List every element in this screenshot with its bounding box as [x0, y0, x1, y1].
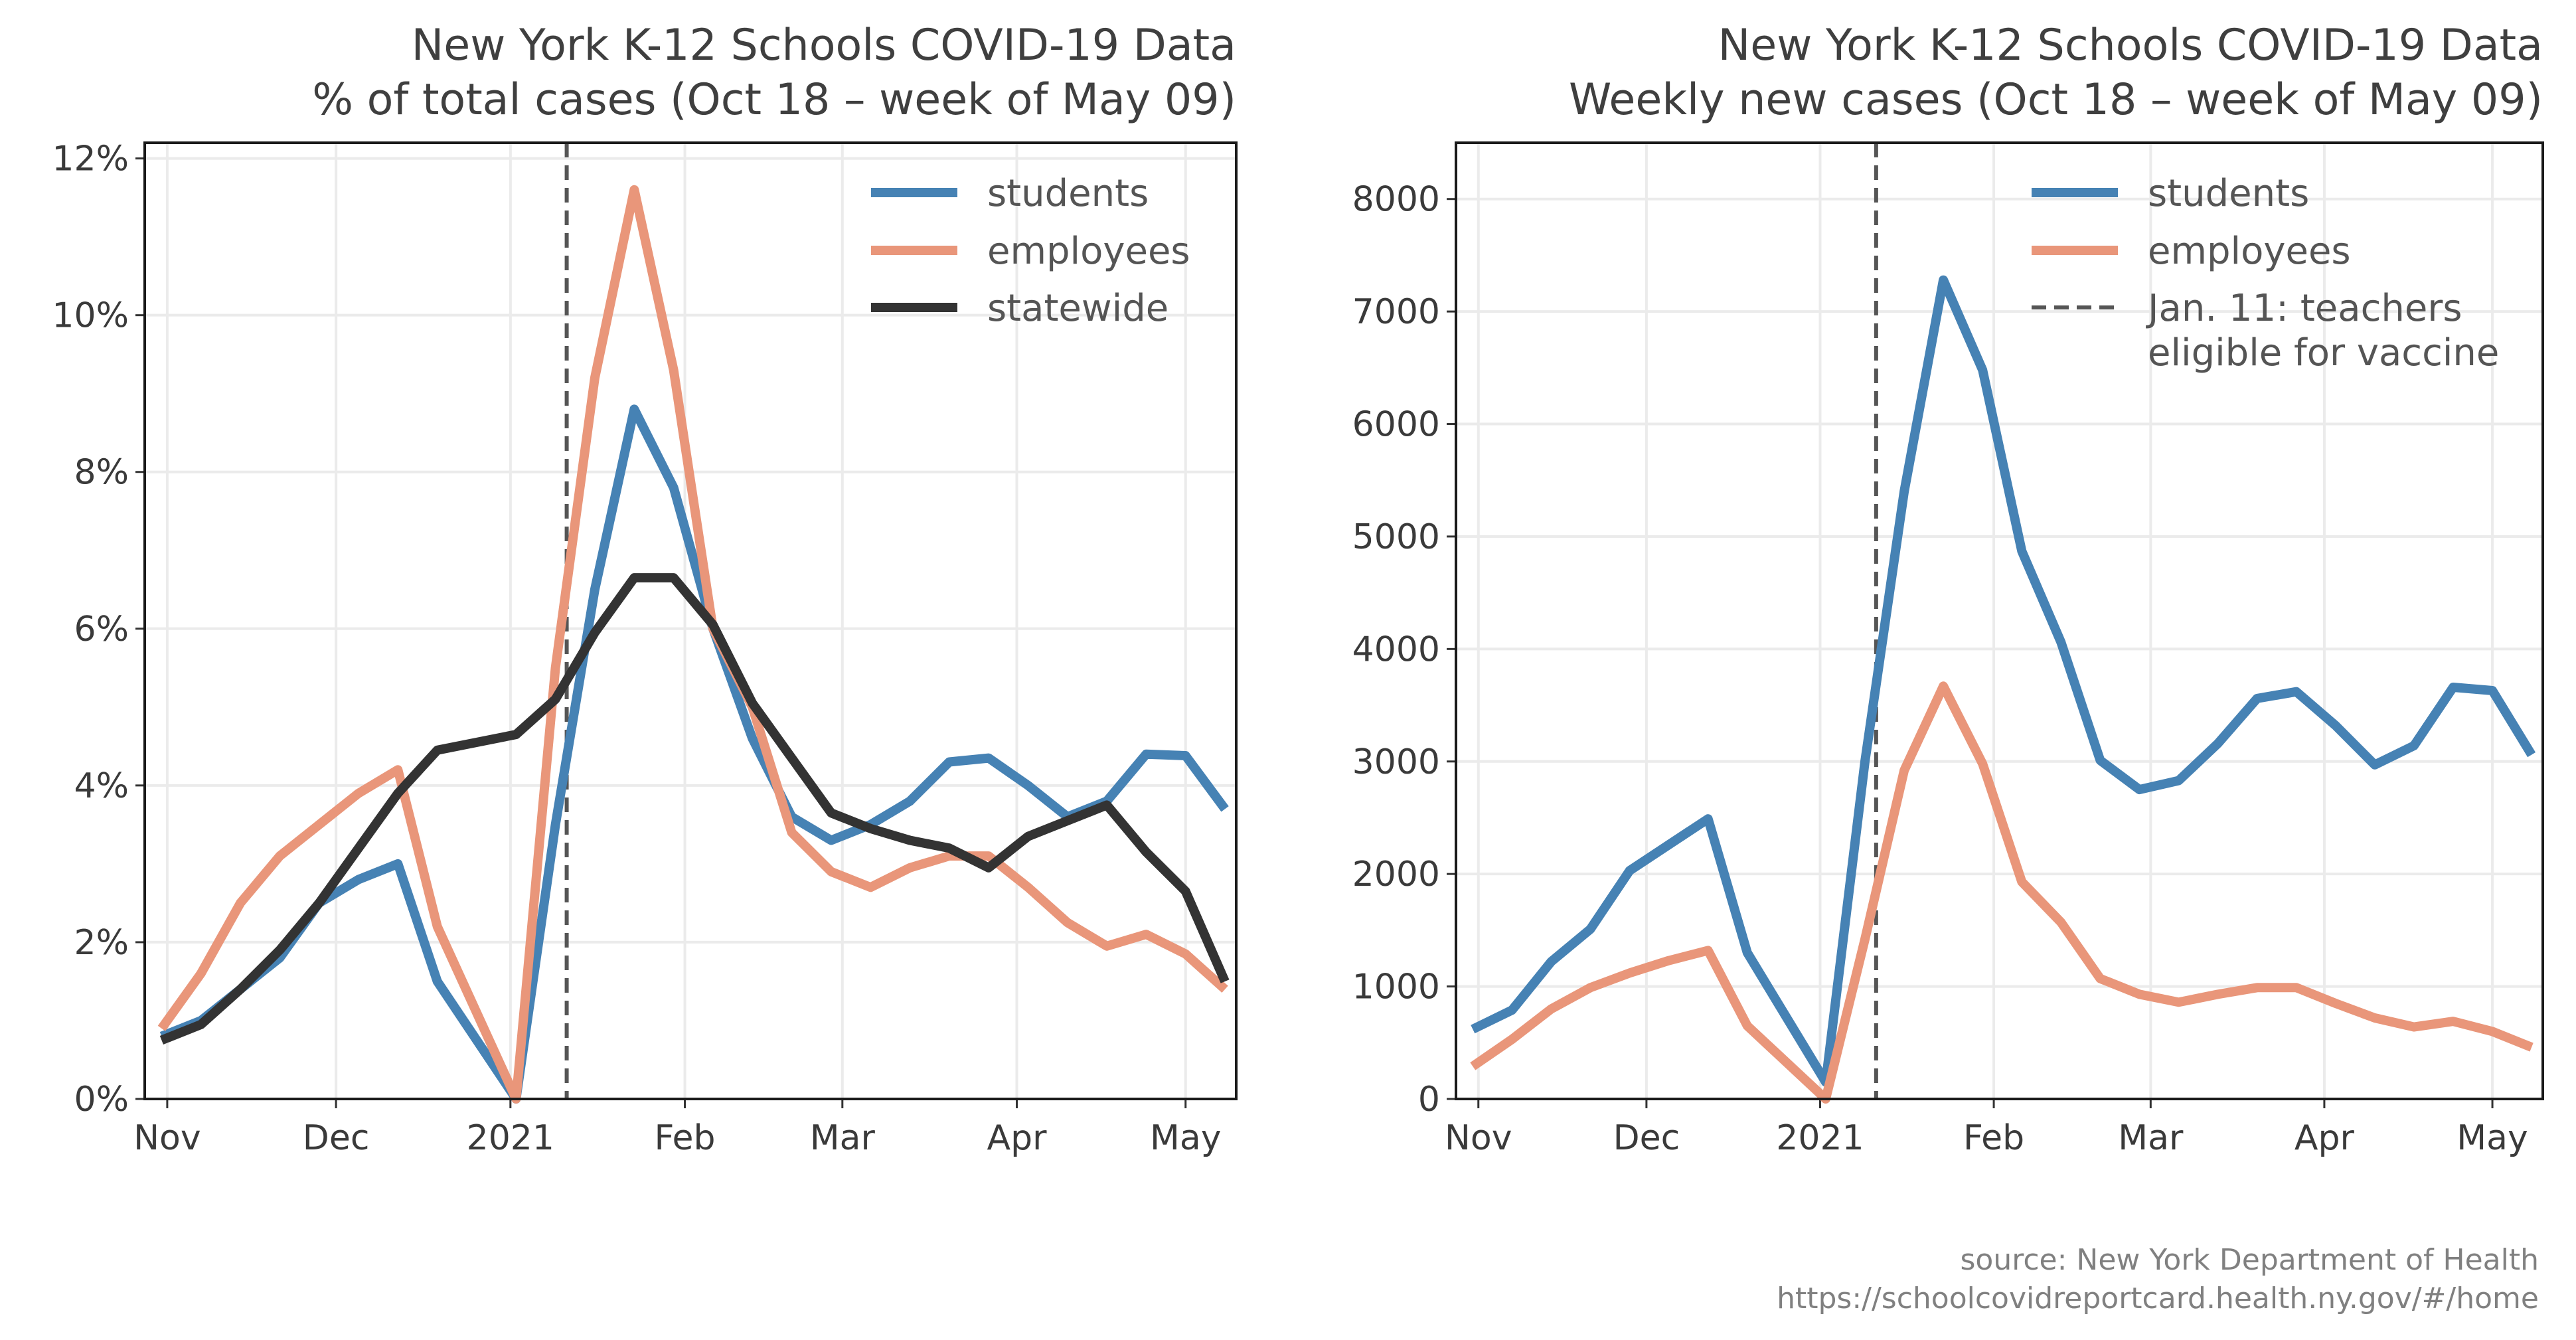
y-tick-label: 2000	[1352, 855, 1440, 894]
legend-label-3: Jan. 11: teachers	[2146, 287, 2462, 330]
y-tick-label: 1000	[1352, 967, 1440, 1007]
x-tick-label: Nov	[133, 1118, 201, 1158]
x-tick-label: Mar	[810, 1118, 876, 1158]
legend-label-2: employees	[2148, 230, 2351, 273]
y-tick-label: 2%	[74, 923, 129, 963]
legend-label-3-line2: eligible for vaccine	[2148, 331, 2499, 375]
y-tick-label: 12%	[52, 139, 129, 179]
chart-title: New York K-12 Schools COVID-19 Data	[412, 21, 1236, 70]
series-line-statewide	[159, 573, 1230, 1045]
x-tick-label: Nov	[1445, 1118, 1512, 1158]
y-tick-label: 4%	[74, 766, 129, 806]
x-tick-label: Mar	[2118, 1118, 2184, 1158]
y-tick-label: 6%	[74, 610, 129, 649]
y-tick-label: 4000	[1352, 629, 1440, 669]
x-tick-label: 2021	[467, 1118, 554, 1158]
legend-label-1: students	[2148, 172, 2309, 215]
series-line-employees	[1470, 681, 2534, 1104]
chart-panel-2: New York K-12 Schools COVID-19 Data Weekl…	[1352, 21, 2544, 1158]
legend-label-1: students	[987, 172, 1149, 215]
series-line-students	[1471, 275, 2536, 1087]
source-line-1: source: New York Department of Health	[1960, 1243, 2539, 1277]
x-tick-label: Apr	[2294, 1118, 2355, 1158]
x-tick-label: 2021	[1776, 1118, 1864, 1158]
y-tick-label: 8000	[1352, 180, 1440, 220]
y-tick-label: 7000	[1352, 292, 1440, 332]
y-tick-label: 6000	[1352, 405, 1440, 445]
y-tick-label: 0	[1418, 1080, 1440, 1120]
x-tick-label: May	[2456, 1118, 2528, 1158]
x-tick-label: Feb	[654, 1118, 715, 1158]
chart-subtitle: Weekly new cases (Oct 18 – week of May 0…	[1569, 75, 2543, 125]
source-line-2: https://schoolcovidreportcard.health.ny.…	[1777, 1282, 2539, 1315]
y-tick-label: 8%	[74, 453, 129, 493]
x-tick-label: Apr	[987, 1118, 1048, 1158]
chart-subtitle: % of total cases (Oct 18 – week of May 0…	[312, 75, 1236, 125]
plot-frame	[143, 141, 1238, 1100]
chart-title: New York K-12 Schools COVID-19 Data	[1718, 21, 2543, 70]
x-tick-label: May	[1150, 1118, 1222, 1158]
x-tick-label: Dec	[303, 1118, 370, 1158]
x-tick-label: Dec	[1613, 1118, 1680, 1158]
plot-frame	[1455, 141, 2544, 1100]
chart-panel-1: New York K-12 Schools COVID-19 Data % of …	[52, 21, 1238, 1158]
y-tick-label: 3000	[1352, 742, 1440, 782]
y-tick-label: 5000	[1352, 517, 1440, 557]
y-tick-label: 10%	[52, 296, 129, 336]
legend-label-2: employees	[987, 230, 1190, 273]
x-tick-label: Feb	[1963, 1118, 2024, 1158]
y-tick-label: 0%	[74, 1080, 129, 1120]
legend-label-3: statewide	[987, 287, 1168, 330]
